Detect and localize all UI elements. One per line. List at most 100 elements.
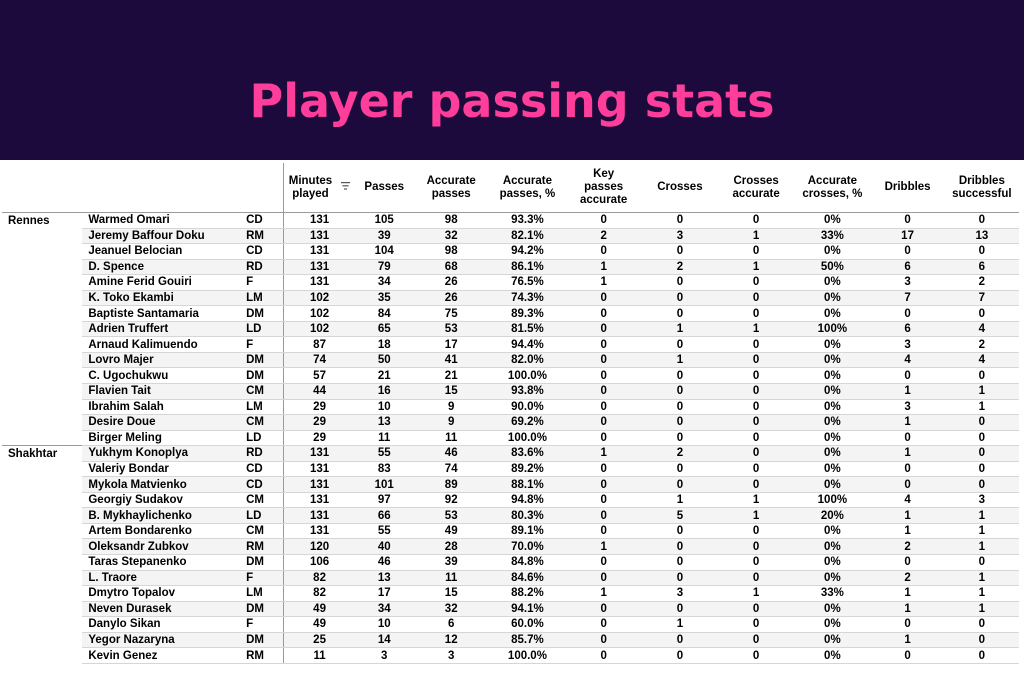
table-row[interactable]: L. Traore F 82 13 11 84.6% 0 0 0 0% 2 1 xyxy=(2,570,1019,587)
dribbles-successful-cell: 1 xyxy=(944,585,1019,602)
accurate-passes-cell: 9 xyxy=(413,399,490,416)
accurate-crosses-pct-cell: 33% xyxy=(794,228,871,245)
table-row[interactable]: Arnaud Kalimuendo F 87 18 17 94.4% 0 0 0 0% 3 2 xyxy=(2,336,1019,353)
table-row[interactable]: Yegor Nazaryna DM 25 14 12 85.7% 0 0 0 0% 1 0 xyxy=(2,632,1019,649)
accurate-passes-cell: 53 xyxy=(413,321,490,338)
passes-cell: 10 xyxy=(355,616,414,633)
crosses-cell: 0 xyxy=(641,554,719,571)
player-name: Neven Durasek xyxy=(82,601,243,618)
key-passes-cell: 0 xyxy=(565,290,642,307)
header-acc-crosses-pct-line1: Accurate xyxy=(807,174,857,187)
table-row[interactable]: Amine Ferid Gouiri F 131 34 26 76.5% 1 0 0 0% 3 2 xyxy=(2,274,1019,291)
accurate-passes-pct-cell: 89.1% xyxy=(489,523,566,540)
key-passes-cell: 0 xyxy=(565,647,642,664)
header-accurate-passes[interactable]: Accurate passes xyxy=(413,163,490,213)
table-row[interactable]: Valeriy Bondar CD 131 83 74 89.2% 0 0 0 0% 0 0 xyxy=(2,461,1019,478)
accurate-passes-cell: 3 xyxy=(413,647,490,664)
table-row[interactable]: Oleksandr Zubkov RM 120 40 28 70.0% 1 0 0 0% 2 1 xyxy=(2,538,1019,556)
team-cell xyxy=(2,337,82,353)
passes-cell: 13 xyxy=(355,570,414,587)
table-row[interactable]: Artem Bondarenko CM 131 55 49 89.1% 0 0 0 0% 1 1 xyxy=(2,523,1019,540)
player-position: DM xyxy=(242,305,284,322)
accurate-passes-cell: 53 xyxy=(413,507,490,524)
key-passes-cell: 0 xyxy=(565,570,642,587)
passes-cell: 34 xyxy=(355,601,414,618)
crosses-cell: 0 xyxy=(641,523,719,540)
passes-cell: 39 xyxy=(355,228,414,245)
accurate-passes-cell: 49 xyxy=(413,523,490,540)
key-passes-cell: 0 xyxy=(565,616,642,633)
header-crosses-accurate[interactable]: Crosses accurate xyxy=(718,163,795,213)
minutes-played-cell: 57 xyxy=(282,367,356,385)
sort-descending-icon[interactable] xyxy=(341,181,351,194)
header-minutes-played[interactable]: Minutes played xyxy=(282,163,356,213)
accurate-passes-cell: 12 xyxy=(413,632,490,649)
dribbles-cell: 6 xyxy=(870,259,945,276)
table-row[interactable]: Lovro Majer DM 74 50 41 82.0% 0 1 0 0% 4 4 xyxy=(2,352,1019,369)
header-dribbles-label: Dribbles xyxy=(884,181,931,193)
team-cell xyxy=(2,617,82,633)
header-passes[interactable]: Passes xyxy=(355,163,414,213)
player-name: Birger Meling xyxy=(82,430,243,447)
crosses-cell: 3 xyxy=(641,228,719,245)
table-row[interactable]: Neven Durasek DM 49 34 32 94.1% 0 0 0 0% 1 1 xyxy=(2,601,1019,618)
player-position: F xyxy=(242,274,284,291)
table-row[interactable]: Birger Meling LD 29 11 11 100.0% 0 0 0 0% 0 0 xyxy=(2,430,1019,447)
crosses-accurate-cell: 0 xyxy=(718,212,795,229)
table-row[interactable]: Dmytro Topalov LM 82 17 15 88.2% 1 3 1 33% 1 1 xyxy=(2,585,1019,602)
header-acc-passes-line1: Accurate xyxy=(426,174,476,187)
table-row[interactable]: Jeanuel Belocian CD 131 104 98 94.2% 0 0 0 0% 0 0 xyxy=(2,243,1019,260)
dribbles-successful-cell: 3 xyxy=(944,492,1019,509)
table-row[interactable]: B. Mykhaylichenko LD 131 66 53 80.3% 0 5 1 20% 1 1 xyxy=(2,507,1019,524)
dribbles-successful-cell: 2 xyxy=(944,336,1019,353)
dribbles-cell: 1 xyxy=(870,445,945,462)
table-row[interactable]: Ibrahim Salah LM 29 10 9 90.0% 0 0 0 0% 3 1 xyxy=(2,399,1019,416)
accurate-passes-cell: 89 xyxy=(413,476,490,493)
table-row[interactable]: Rennes Warmed Omari CD 131 105 98 93.3% 0 0 0 0% 0 0 xyxy=(2,212,1019,229)
passes-cell: 101 xyxy=(355,476,414,493)
minutes-played-cell: 131 xyxy=(282,212,356,229)
crosses-cell: 0 xyxy=(641,461,719,478)
header-minutes-line2: played xyxy=(292,187,329,200)
dribbles-cell: 1 xyxy=(870,383,945,400)
header-dribbles[interactable]: Dribbles xyxy=(870,163,945,213)
minutes-played-cell: 29 xyxy=(282,414,356,431)
table-row[interactable]: Georgiy Sudakov CM 131 97 92 94.8% 0 1 1 100% 4 3 xyxy=(2,492,1019,509)
header-accurate-passes-pct[interactable]: Accurate passes, % xyxy=(489,163,566,213)
table-row[interactable]: Adrien Truffert LD 102 65 53 81.5% 0 1 1 100% 6 4 xyxy=(2,321,1019,338)
table-row[interactable]: Flavien Tait CM 44 16 15 93.8% 0 0 0 0% 1 1 xyxy=(2,383,1019,400)
table-row[interactable]: C. Ugochukwu DM 57 21 21 100.0% 0 0 0 0% 0 0 xyxy=(2,367,1019,385)
crosses-accurate-cell: 0 xyxy=(718,538,795,556)
player-name: Baptiste Santamaria xyxy=(82,305,243,322)
table-row[interactable]: Taras Stepanenko DM 106 46 39 84.8% 0 0 0 0% 0 0 xyxy=(2,554,1019,571)
table-row[interactable]: Desire Doue CM 29 13 9 69.2% 0 0 0 0% 1 0 xyxy=(2,414,1019,431)
table-row[interactable]: Baptiste Santamaria DM 102 84 75 89.3% 0 0 0 0% 0 0 xyxy=(2,305,1019,322)
header-dribbles-successful[interactable]: Dribbles successful xyxy=(944,163,1019,213)
table-row[interactable]: Danylo Sikan F 49 10 6 60.0% 0 1 0 0% 0 0 xyxy=(2,616,1019,633)
table-row[interactable]: Mykola Matvienko CD 131 101 89 88.1% 0 0 0 0% 0 0 xyxy=(2,476,1019,493)
accurate-passes-cell: 39 xyxy=(413,554,490,571)
table-row[interactable]: Kevin Genez RM 11 3 3 100.0% 0 0 0 0% 0 0 xyxy=(2,647,1019,664)
accurate-crosses-pct-cell: 0% xyxy=(794,274,871,291)
table-row[interactable]: Shakhtar Yukhym Konoplya RD 131 55 46 83.6% 1 2 0… xyxy=(2,445,1019,462)
table-row[interactable]: K. Toko Ekambi LM 102 35 26 74.3% 0 0 0 0% 7 7 xyxy=(2,290,1019,307)
table-row[interactable]: D. Spence RD 131 79 68 86.1% 1 2 1 50% 6 6 xyxy=(2,259,1019,276)
table-row[interactable]: Jeremy Baffour Doku RM 131 39 32 82.1% 2 3 1 33% 1… xyxy=(2,228,1019,245)
accurate-passes-cell: 11 xyxy=(413,570,490,587)
accurate-crosses-pct-cell: 0% xyxy=(794,305,871,322)
header-acc-passes-pct-line1: Accurate xyxy=(502,174,553,187)
header-accurate-crosses-pct[interactable]: Accurate crosses, % xyxy=(794,163,871,213)
minutes-played-cell: 11 xyxy=(282,647,356,664)
player-position: RM xyxy=(242,647,284,664)
header-key-passes-accurate[interactable]: Key passes accurate xyxy=(565,163,642,213)
minutes-played-cell: 49 xyxy=(282,601,356,618)
minutes-played-cell: 29 xyxy=(282,399,356,416)
crosses-cell: 0 xyxy=(641,274,719,291)
dribbles-cell: 17 xyxy=(870,228,945,245)
team-cell xyxy=(2,523,82,539)
header-crosses[interactable]: Crosses xyxy=(641,163,719,213)
key-passes-cell: 1 xyxy=(565,538,642,556)
player-position: DM xyxy=(242,367,284,385)
player-position: CD xyxy=(242,461,284,478)
header-player xyxy=(82,163,243,213)
